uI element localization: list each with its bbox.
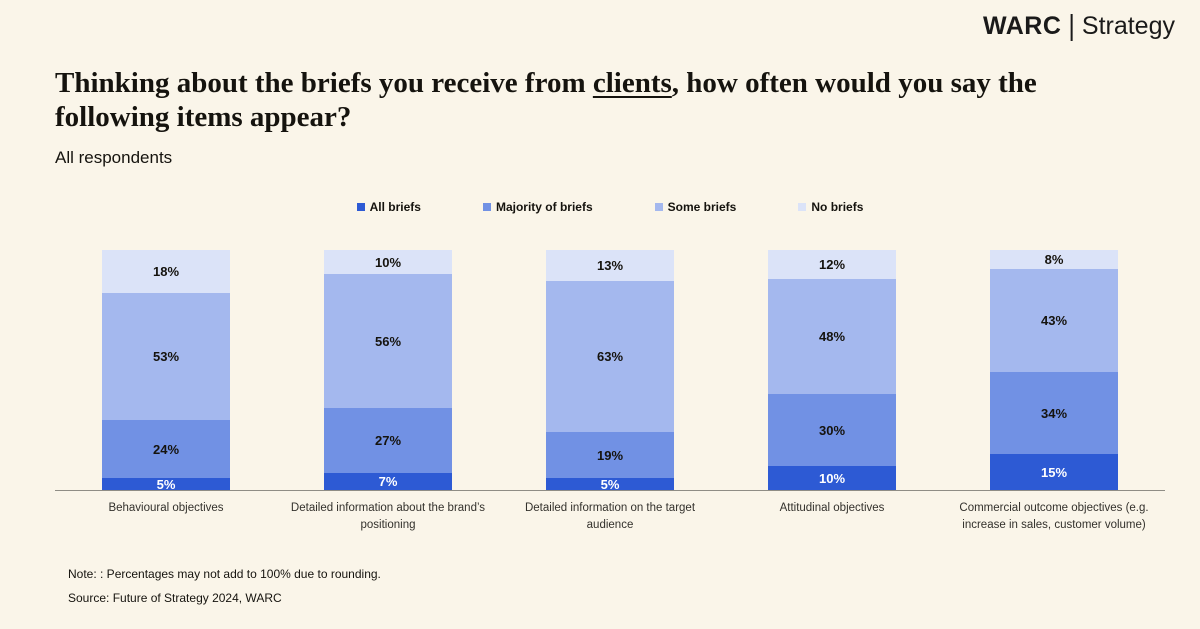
segment-all-briefs: 15%	[990, 454, 1118, 490]
stacked-bar: 12% 48% 30% 10%	[768, 250, 896, 490]
category-label: Behavioural objectives	[108, 502, 224, 514]
bar-column-attitudinal-objectives: 12% 48% 30% 10%	[721, 250, 943, 490]
segment-some-briefs: 63%	[546, 281, 674, 433]
warc-strategy-logo: WARC | Strategy	[983, 9, 1175, 43]
segment-value-label: 15%	[1040, 464, 1068, 480]
segment-value-label: 10%	[374, 254, 402, 270]
segment-value-label: 12%	[818, 256, 846, 272]
segment-majority-of-briefs: 19%	[546, 432, 674, 478]
legend-label: Some briefs	[667, 200, 737, 214]
segment-value-label: 18%	[152, 264, 180, 280]
segment-majority-of-briefs: 34%	[990, 372, 1118, 454]
legend-item-majority-of-briefs: Majority of briefs	[482, 200, 593, 214]
segment-no-briefs: 18%	[102, 250, 230, 294]
segment-value-label: 13%	[596, 258, 624, 274]
segment-value-label: 7%	[378, 474, 398, 490]
segment-no-briefs: 12%	[768, 250, 896, 279]
segment-majority-of-briefs: 24%	[102, 420, 230, 478]
category-label: Attitudinal objectives	[779, 502, 885, 514]
chart-plot-area: 18% 53% 24% 5% 10% 56% 27% 7% 13% 63% 19% 5% 12% 48% 3…	[55, 250, 1165, 492]
segment-value-label: 27%	[374, 433, 402, 449]
category-label: Detailed information on the target audie…	[524, 502, 696, 531]
segment-some-briefs: 48%	[768, 278, 896, 394]
legend-label: All briefs	[369, 200, 421, 214]
segment-value-label: 8%	[1044, 252, 1064, 268]
segment-value-label: 30%	[818, 422, 846, 438]
chart-subtitle: All respondents	[55, 148, 173, 167]
segment-value-label: 19%	[596, 447, 624, 463]
segment-no-briefs: 13%	[546, 250, 674, 282]
legend-swatch-icon	[798, 203, 807, 211]
segment-value-label: 63%	[596, 349, 624, 365]
legend-item-no-briefs: No briefs	[798, 200, 863, 214]
bar-column-behavioural-objectives: 18% 53% 24% 5%	[55, 250, 277, 492]
segment-value-label: 5%	[156, 476, 176, 492]
category-label: Detailed information about the brand’s p…	[290, 502, 486, 531]
title-pre: Thinking about the briefs you receive fr…	[55, 67, 593, 99]
stacked-bar: 8% 43% 34% 15%	[990, 250, 1118, 490]
legend-swatch-icon	[482, 203, 491, 211]
stacked-bar-chart: 18% 53% 24% 5% 10% 56% 27% 7% 13% 63% 19% 5% 12% 48% 3…	[55, 250, 1165, 533]
legend-item-some-briefs: Some briefs	[654, 200, 737, 214]
segment-value-label: 53%	[152, 349, 180, 365]
stacked-bar: 18% 53% 24% 5%	[102, 250, 230, 492]
segment-all-briefs: 7%	[324, 473, 452, 490]
segment-value-label: 34%	[1040, 405, 1068, 421]
segment-value-label: 24%	[152, 441, 180, 457]
title-underlined-word: clients	[592, 67, 672, 99]
segment-some-briefs: 56%	[324, 274, 452, 409]
segment-value-label: 43%	[1040, 313, 1068, 329]
segment-no-briefs: 10%	[324, 250, 452, 275]
segment-all-briefs: 10%	[768, 466, 896, 490]
segment-value-label: 5%	[600, 476, 620, 492]
legend-label: No briefs	[811, 200, 864, 214]
segment-majority-of-briefs: 27%	[324, 408, 452, 474]
stacked-bar: 13% 63% 19% 5%	[546, 250, 674, 492]
segment-value-label: 56%	[374, 333, 402, 349]
bar-column-detailed-information-about-the: 10% 56% 27% 7%	[277, 250, 499, 490]
page-title: Thinking about the briefs you receive fr…	[55, 66, 1105, 134]
segment-no-briefs: 8%	[990, 250, 1118, 270]
segment-all-briefs: 5%	[102, 476, 230, 492]
legend-label: Majority of briefs	[495, 200, 593, 214]
footnote: Note: : Percentages may not add to 100% …	[68, 567, 381, 581]
logo-strategy-text: Strategy	[1081, 12, 1175, 40]
segment-all-briefs: 5%	[546, 476, 674, 492]
segment-some-briefs: 53%	[102, 293, 230, 421]
source-line: Source: Future of Strategy 2024, WARC	[68, 591, 282, 605]
legend-swatch-icon	[654, 203, 663, 211]
legend-item-all-briefs: All briefs	[356, 200, 421, 214]
logo-divider: |	[1068, 9, 1075, 43]
logo-warc-text: WARC	[983, 12, 1062, 40]
segment-majority-of-briefs: 30%	[768, 394, 896, 466]
x-axis-line	[55, 490, 1165, 491]
bar-column-commercial-outcome-objectives-: 8% 43% 34% 15%	[943, 250, 1165, 490]
chart-legend: All briefs Majority of briefs Some briefs N…	[55, 200, 1165, 214]
legend-swatch-icon	[356, 203, 365, 211]
category-label: Commercial outcome objectives (e.g. incr…	[959, 502, 1149, 531]
segment-some-briefs: 43%	[990, 269, 1118, 373]
bar-column-detailed-information-on-the-ta: 13% 63% 19% 5%	[499, 250, 721, 492]
category-labels-row: Behavioural objectives Detailed informati…	[55, 500, 1165, 533]
segment-value-label: 10%	[818, 470, 846, 486]
stacked-bar: 10% 56% 27% 7%	[324, 250, 452, 490]
title-post: , how often would you say the following …	[55, 67, 1037, 134]
segment-value-label: 48%	[818, 328, 846, 344]
